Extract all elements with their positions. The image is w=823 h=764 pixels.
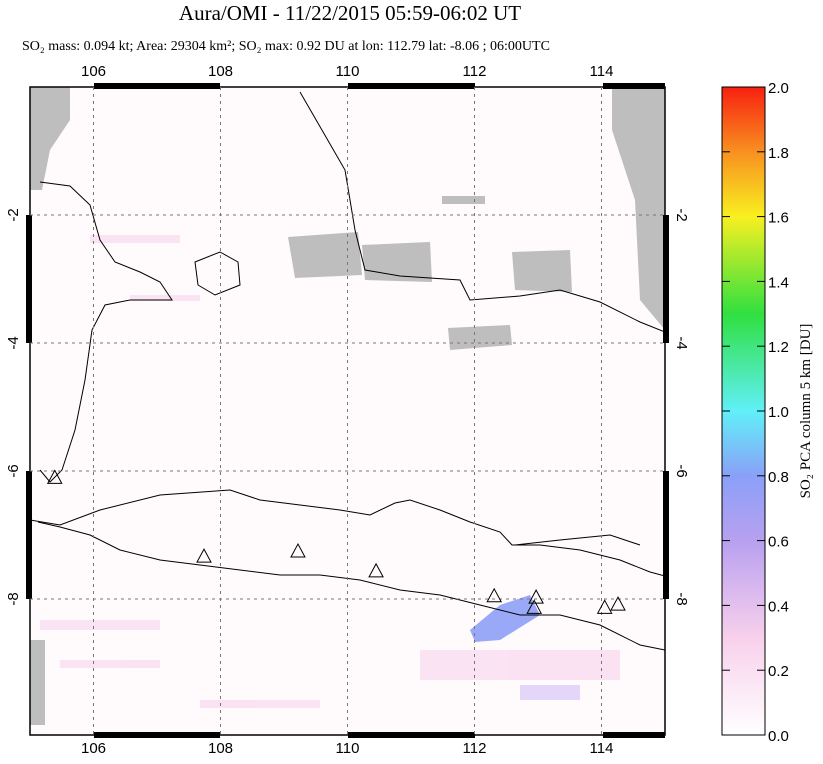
colorbar-label: SO₂ PCA column 5 km [DU] bbox=[798, 324, 814, 499]
colorbar-tick-label: 1.4 bbox=[768, 274, 789, 291]
colorbar-tick-label: 1.8 bbox=[768, 145, 789, 162]
colorbar-tick-label: 1.0 bbox=[768, 404, 789, 421]
volcano bbox=[486, 587, 503, 603]
so2-field bbox=[40, 235, 620, 708]
x-tick-label: 110 bbox=[336, 63, 360, 80]
colorbar-tick-label: 0.2 bbox=[768, 663, 789, 680]
x-tick-label: 110 bbox=[336, 740, 360, 757]
x-tick-label: 106 bbox=[81, 740, 106, 757]
volcano bbox=[596, 599, 613, 614]
frame-bars bbox=[26, 83, 669, 738]
volcano bbox=[610, 596, 626, 611]
colorbar-tick-label: 1.6 bbox=[768, 210, 789, 227]
volcano bbox=[196, 548, 212, 563]
y-tick-label: -6 bbox=[5, 464, 22, 477]
x-tick-label: 112 bbox=[463, 63, 487, 80]
colorbar-tick-label: 0.6 bbox=[768, 534, 789, 551]
y-tick-label: -8 bbox=[5, 592, 22, 605]
y-tick-label: -8 bbox=[673, 592, 690, 605]
colorbar-tick-label: 0.0 bbox=[768, 728, 789, 745]
colorbar-tick-label: 2.0 bbox=[768, 80, 789, 97]
x-tick-label: 106 bbox=[81, 63, 106, 80]
y-tick-label: -4 bbox=[673, 336, 690, 349]
chart-title: Aura/OMI - 11/22/2015 05:59-06:02 UT bbox=[179, 1, 521, 25]
y-tick-label: -4 bbox=[5, 336, 22, 349]
x-tick-label: 112 bbox=[463, 740, 487, 757]
chart-subtitle: SO₂ mass: 0.094 kt; Area: 29304 km²; SO₂… bbox=[22, 39, 550, 54]
colorbar-tick-label: 0.8 bbox=[768, 469, 789, 486]
volcano bbox=[290, 542, 306, 558]
volcano bbox=[526, 599, 543, 614]
colorbar-tick-label: 1.2 bbox=[768, 339, 789, 356]
x-tick-label: 114 bbox=[590, 63, 614, 80]
so2-plume bbox=[470, 595, 540, 642]
x-tick-label: 114 bbox=[590, 740, 614, 757]
coastline bbox=[30, 91, 665, 651]
y-tick-label: -2 bbox=[673, 208, 690, 221]
x-tick-label: 108 bbox=[208, 63, 233, 80]
volcano bbox=[368, 562, 384, 578]
colorbar-tick-label: 0.4 bbox=[768, 598, 789, 615]
y-tick-label: -6 bbox=[673, 464, 690, 477]
y-tick-label: -2 bbox=[5, 208, 22, 221]
x-tick-label: 108 bbox=[208, 740, 233, 757]
volcano bbox=[46, 469, 63, 484]
